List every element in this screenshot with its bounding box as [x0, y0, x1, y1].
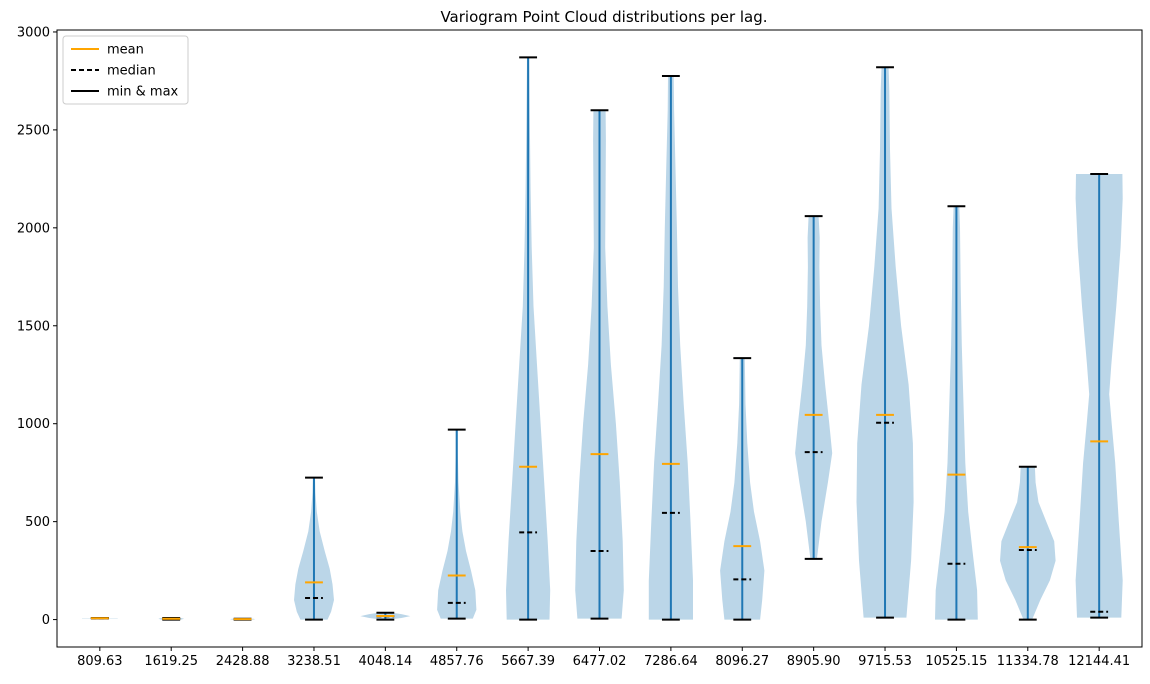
y-tick-label: 0	[42, 613, 50, 628]
x-tick-label: 7286.64	[644, 654, 698, 669]
x-tick-label: 11334.78	[997, 654, 1059, 669]
x-tick-label: 4048.14	[358, 654, 412, 669]
violins-group	[82, 57, 1123, 619]
x-tick-label: 4857.76	[430, 654, 484, 669]
x-tick-label: 1619.25	[144, 654, 198, 669]
legend-label: min & max	[107, 85, 179, 100]
x-tick-label: 8096.27	[715, 654, 769, 669]
x-tick-label: 2428.88	[216, 654, 270, 669]
x-tick-label: 10525.15	[925, 654, 987, 669]
y-tick-label: 500	[25, 515, 50, 530]
chart-title: Variogram Point Cloud distributions per …	[440, 8, 767, 26]
y-tick-label: 2500	[17, 123, 50, 138]
y-tick-label: 2000	[17, 221, 50, 236]
x-tick-label: 6477.02	[573, 654, 627, 669]
y-tick-label: 1500	[17, 319, 50, 334]
y-tick-label: 1000	[17, 417, 50, 432]
x-tick-label: 8905.90	[787, 654, 841, 669]
x-tick-label: 809.63	[77, 654, 123, 669]
x-tick-label: 9715.53	[858, 654, 912, 669]
legend-label: median	[107, 64, 156, 79]
y-tick-label: 3000	[17, 25, 50, 40]
x-tick-label: 12144.41	[1068, 654, 1130, 669]
legend-label: mean	[107, 43, 144, 58]
legend: mean median min & max	[63, 36, 188, 104]
x-tick-label: 3238.51	[287, 654, 341, 669]
x-tick-label: 5667.39	[501, 654, 555, 669]
